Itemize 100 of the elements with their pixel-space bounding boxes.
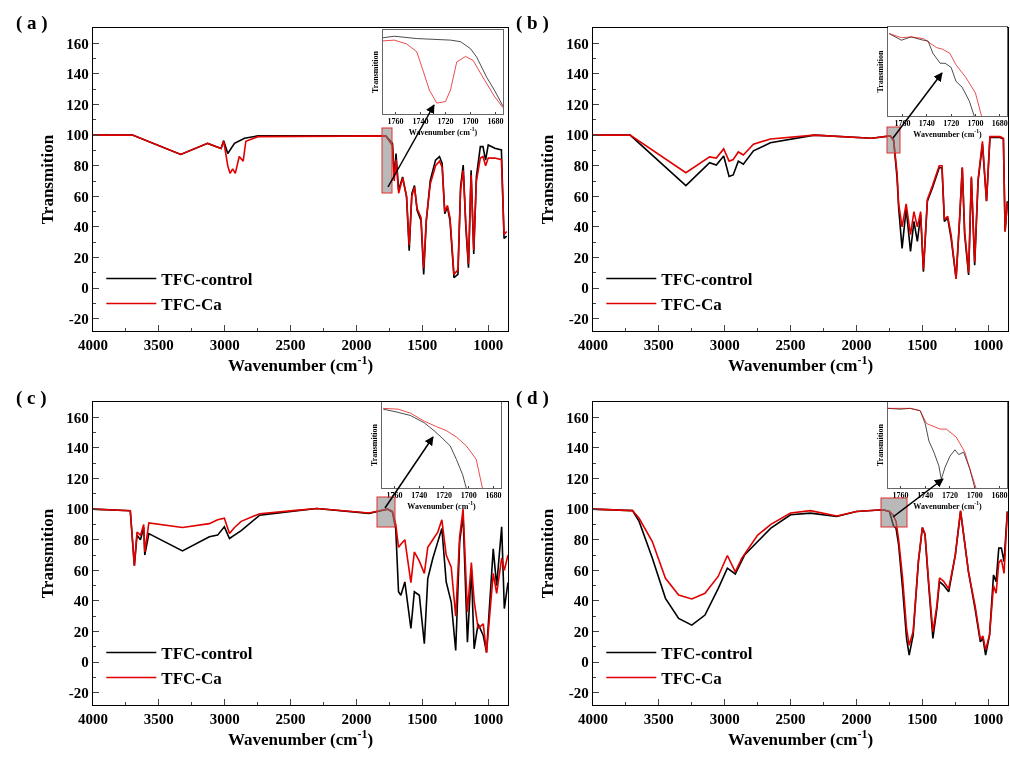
x-tick-label: 1000 [473,337,504,354]
x-tick-label: 1500 [907,711,938,728]
y-tick-label: 100 [66,127,89,144]
y-axis-title: Transmition [370,50,380,94]
x-tick-label: 1740 [918,119,935,129]
y-tick-label: -20 [68,311,89,328]
chart-title: ( d ) [516,386,549,409]
x-tick-label: 3500 [143,711,174,728]
x-tick-label: 1680 [991,119,1008,129]
x-tick-label: 1680 [487,117,504,127]
y-tick-label: 0 [81,280,89,297]
x-tick-label: 2000 [841,711,872,728]
x-tick-label: 2500 [775,337,806,354]
y-tick-label: 60 [73,562,89,579]
y-tick-label: 140 [66,440,89,457]
x-tick-label: 1000 [473,711,504,728]
x-tick-label: 3500 [643,337,674,354]
y-tick-label: 80 [73,531,89,548]
y-tick-label: 160 [566,35,589,52]
x-tick-label: 1700 [460,491,477,501]
x-axis-title: Wavenumber (cm$^{-1}$) [227,727,374,750]
y-tick-label: 0 [81,654,89,671]
x-tick-label: 3000 [709,337,740,354]
y-tick-label: 160 [566,409,589,426]
legend-label: TFC-Ca [161,295,223,315]
x-tick-label: 1700 [462,117,479,127]
y-tick-label: 20 [573,249,589,266]
y-axis-title: Transmition [537,508,557,599]
y-tick-label: 80 [73,157,89,174]
x-tick-label: 1000 [973,337,1004,354]
x-tick-label: 1500 [907,337,938,354]
x-axis-title: Wavenumber (cm$^{-1}$) [913,500,982,511]
y-tick-label: -20 [68,685,89,702]
y-tick-label: 0 [581,654,589,671]
y-tick-label: 60 [73,188,89,205]
y-tick-label: 0 [581,280,589,297]
x-tick-label: 1700 [967,119,984,129]
y-axis-title: Transmition [537,134,557,225]
y-tick-label: 40 [73,593,89,610]
chart-title: ( a ) [16,11,48,34]
x-tick-label: 2000 [841,337,872,354]
y-tick-label: 120 [66,470,89,487]
chart-title: ( c ) [16,386,47,409]
y-tick-label: 120 [566,96,589,113]
y-tick-label: 160 [66,409,89,426]
x-tick-label: 1720 [435,491,452,501]
y-tick-label: 140 [66,66,89,83]
y-tick-label: 40 [573,593,589,610]
y-tick-label: 40 [73,219,89,236]
x-tick-label: 1500 [407,711,438,728]
x-tick-label: 1680 [485,491,502,501]
y-tick-label: 40 [573,219,589,236]
x-tick-label: 1720 [437,117,454,127]
x-tick-label: 1500 [407,337,438,354]
y-tick-label: 160 [66,35,89,52]
x-tick-label: 2500 [275,711,306,728]
y-tick-label: 100 [566,127,589,144]
legend-label: TFC-Ca [661,295,723,315]
y-tick-label: 140 [566,440,589,457]
x-tick-label: 1680 [991,491,1008,501]
x-axis-title: Wavenumber (cm$^{-1}$) [727,727,874,750]
y-tick-label: 60 [573,562,589,579]
y-axis-title: Transmition [37,508,57,599]
x-tick-label: 1720 [943,119,960,129]
legend-label: TFC-control [661,270,753,290]
y-tick-label: 100 [66,501,89,518]
legend-label: TFC-control [161,270,253,290]
x-axis-title: Wavenumber (cm$^{-1}$) [913,128,982,139]
legend-label: TFC-control [161,644,253,664]
x-tick-label: 1000 [973,711,1004,728]
y-tick-label: 20 [73,249,89,266]
y-tick-label: -20 [568,685,589,702]
y-axis-title: Transmition [37,134,57,225]
x-tick-label: 1700 [966,491,983,501]
y-tick-label: 80 [573,157,589,174]
y-tick-label: 20 [573,623,589,640]
x-axis-title: Wavenumber (cm$^{-1}$) [407,500,476,511]
y-tick-label: 140 [566,66,589,83]
x-tick-label: 2000 [341,711,372,728]
x-tick-label: 1740 [411,491,428,501]
y-tick-label: 120 [66,96,89,113]
y-tick-label: 100 [566,501,589,518]
x-tick-label: 1760 [387,117,404,127]
x-tick-label: 3000 [209,711,240,728]
y-tick-label: -20 [568,311,589,328]
x-tick-label: 3500 [143,337,174,354]
x-tick-label: 2000 [341,337,372,354]
y-axis-title: Transmition [369,423,379,467]
x-tick-label: 4000 [78,711,108,728]
x-tick-label: 3500 [643,711,674,728]
legend-label: TFC-Ca [661,669,723,689]
x-tick-label: 2500 [275,337,306,354]
x-axis-title: Wavenumber (cm$^{-1}$) [227,353,374,376]
chart-title: ( b ) [516,11,549,34]
y-tick-label: 120 [566,470,589,487]
y-tick-label: 20 [73,623,89,640]
legend-label: TFC-Ca [161,669,223,689]
y-tick-label: 60 [573,188,589,205]
x-tick-label: 4000 [578,711,608,728]
x-tick-label: 2500 [775,711,806,728]
